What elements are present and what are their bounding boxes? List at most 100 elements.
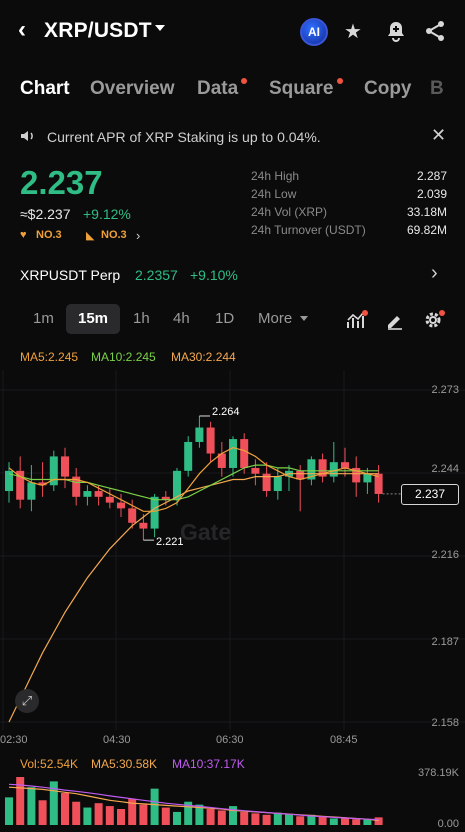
candle-body xyxy=(173,470,181,500)
rank-badge-2[interactable]: NO.3 xyxy=(101,229,127,241)
pair-dropdown-icon[interactable] xyxy=(155,25,165,31)
y-tick-label: 2.273 xyxy=(431,384,459,396)
stat-value: 33.18M xyxy=(406,205,447,219)
stat-label: 24h Turnover (USDT) xyxy=(251,223,366,237)
tab-more-truncated[interactable]: B xyxy=(430,78,444,99)
perp-name: XRPUSDT Perp xyxy=(20,267,121,283)
perp-change: +9.10% xyxy=(190,267,238,283)
stat-label: 24h High xyxy=(251,169,300,183)
candle-body xyxy=(273,476,282,492)
volume-bar xyxy=(273,812,282,825)
candle-body xyxy=(161,496,170,500)
ma10-legend: MA10:2.245 xyxy=(91,350,156,364)
ma30-legend: MA30:2.244 xyxy=(171,350,236,364)
tab-data[interactable]: Data xyxy=(197,78,239,99)
tab-square-notification-dot xyxy=(337,78,343,84)
candle-body xyxy=(83,491,92,497)
candle-body xyxy=(307,459,316,480)
volume-bar xyxy=(139,804,148,825)
candle-body xyxy=(296,470,305,480)
ai-assistant-button[interactable]: AI xyxy=(300,18,328,46)
volume-bar xyxy=(296,816,305,825)
candle-body xyxy=(139,522,148,529)
volume-bar xyxy=(27,787,36,825)
y-tick-label: 2.244 xyxy=(431,463,459,475)
volume-bar xyxy=(240,811,249,825)
volume-bar xyxy=(251,813,260,825)
tab-copy[interactable]: Copy xyxy=(364,78,412,99)
volume-bar xyxy=(217,810,226,825)
close-icon[interactable]: ✕ xyxy=(431,125,447,145)
speaker-icon xyxy=(21,131,33,141)
candle-body xyxy=(184,441,193,471)
share-icon[interactable] xyxy=(424,20,446,42)
indicators-icon[interactable] xyxy=(346,310,368,330)
volume-bar xyxy=(72,801,81,825)
volume-bar xyxy=(229,806,237,825)
candle-body xyxy=(352,467,361,483)
x-tick-label: 02:30 xyxy=(0,734,28,746)
chevron-right-icon[interactable]: › xyxy=(136,228,141,243)
interval-more[interactable]: More xyxy=(258,310,293,327)
volume-bar xyxy=(173,811,181,825)
y-tick-label: 2.158 xyxy=(431,717,459,729)
candle-body xyxy=(206,427,215,454)
volume-bar xyxy=(128,798,137,825)
perp-price: 2.2357 xyxy=(135,267,178,283)
low-marker-label: 2.221 xyxy=(156,536,184,548)
candle-body xyxy=(329,462,338,477)
settings-gear-icon[interactable] xyxy=(424,310,446,330)
notice-text: Current APR of XRP Staking is up to 0.04… xyxy=(47,129,321,145)
rank-badge-1[interactable]: NO.3 xyxy=(36,229,62,241)
candle-body xyxy=(240,439,249,468)
candle-body xyxy=(105,496,114,503)
interval-4h[interactable]: 4h xyxy=(173,310,190,327)
volume-bar xyxy=(16,777,25,825)
pair-title[interactable]: XRP/USDT xyxy=(44,19,152,42)
change-percent: +9.12% xyxy=(83,206,131,222)
volume-bar xyxy=(341,817,349,825)
price-chart[interactable] xyxy=(0,370,465,830)
draw-tool-icon[interactable] xyxy=(385,310,405,330)
stat-row: 24h Turnover (USDT) 69.82M xyxy=(251,223,447,241)
tab-chart[interactable]: Chart xyxy=(20,78,70,99)
stat-value: 2.287 xyxy=(416,169,447,183)
price-alert-icon[interactable] xyxy=(385,20,407,42)
volume-y-max-label: 378.19K xyxy=(418,767,459,779)
fullscreen-expand-icon[interactable]: ⤢ xyxy=(15,689,39,713)
volume-bar xyxy=(363,819,372,825)
interval-1d[interactable]: 1D xyxy=(215,310,235,327)
candle-body xyxy=(374,473,383,494)
candle-body xyxy=(16,470,25,500)
back-icon[interactable]: ‹ xyxy=(18,16,26,43)
stat-row: 24h High 2.287 xyxy=(251,169,447,187)
star-icon[interactable]: ★ xyxy=(344,21,362,43)
perp-row[interactable]: XRPUSDT Perp 2.2357 +9.10% › xyxy=(0,258,465,292)
stat-value: 69.82M xyxy=(406,223,447,237)
volume-bar xyxy=(61,793,69,825)
candle-body xyxy=(61,456,69,477)
stat-row: 24h Vol (XRP) 33.18M xyxy=(251,205,447,223)
tab-square[interactable]: Square xyxy=(269,78,334,99)
current-price-tag: 2.237 xyxy=(401,484,459,505)
ma5-line xyxy=(8,447,379,512)
volume-bar xyxy=(285,814,293,825)
tab-data-notification-dot xyxy=(241,78,247,84)
main-tabs: Chart Overview Data Square Copy B xyxy=(0,72,465,106)
tab-overview[interactable]: Overview xyxy=(90,78,175,99)
interval-1h[interactable]: 1h xyxy=(133,310,150,327)
staking-notice: Current APR of XRP Staking is up to 0.04… xyxy=(0,124,465,150)
y-tick-label: 2.216 xyxy=(431,549,459,561)
candle-body xyxy=(38,482,47,486)
interval-1m[interactable]: 1m xyxy=(33,310,54,327)
more-caret-icon xyxy=(300,316,308,321)
interval-15m[interactable]: 15m xyxy=(66,304,120,334)
rank-chart-icon: ◣ xyxy=(86,230,95,242)
volume-bar xyxy=(318,817,327,825)
stat-label: 24h Vol (XRP) xyxy=(251,205,328,219)
volume-bar xyxy=(83,807,92,825)
stat-row: 24h Low 2.039 xyxy=(251,187,447,205)
last-price: 2.237 xyxy=(20,164,103,201)
candle-body xyxy=(72,476,81,497)
stat-value: 2.039 xyxy=(416,187,447,201)
